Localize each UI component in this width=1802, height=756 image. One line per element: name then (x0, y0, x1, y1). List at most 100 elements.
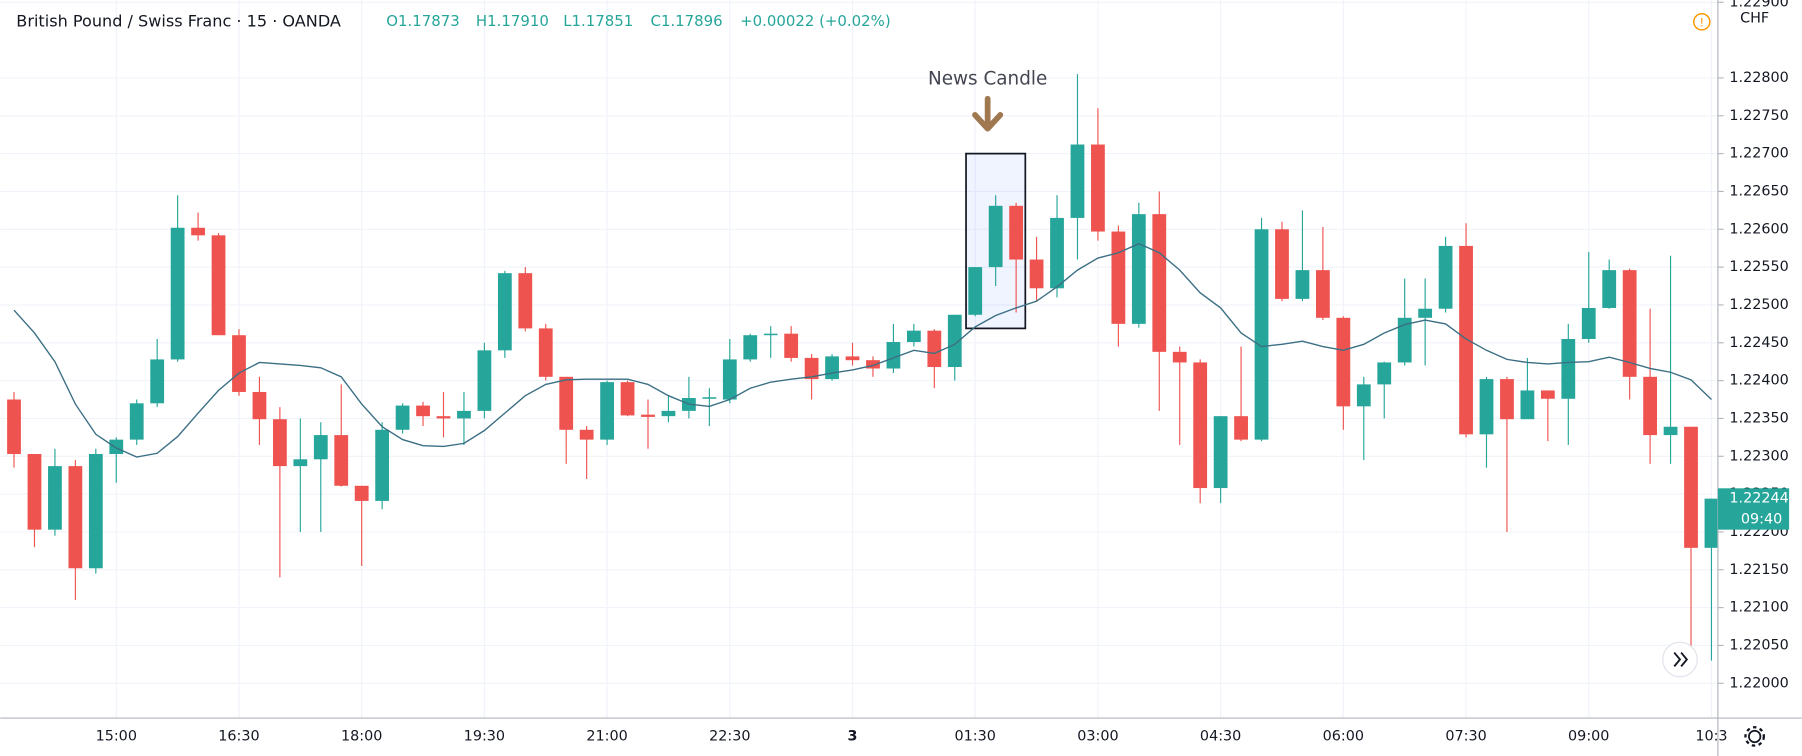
candle-body (68, 466, 83, 569)
y-tick-label: 1.22900 (1729, 0, 1788, 10)
candle-body (1111, 231, 1126, 324)
candle-body (1459, 245, 1473, 435)
candle-body (1438, 245, 1453, 309)
candle-body (763, 333, 778, 336)
candle-body (825, 356, 839, 380)
x-tick-label: 07:30 (1445, 728, 1486, 744)
candle-body (1234, 416, 1248, 440)
x-tick-label: 01:30 (955, 728, 996, 744)
x-tick-label: 21:00 (586, 728, 627, 744)
x-tick-label: 10:3 (1695, 728, 1727, 744)
candle-body (927, 330, 942, 367)
candle-body (1254, 229, 1269, 440)
y-tick-label: 1.22450 (1729, 335, 1788, 351)
candle-body (477, 350, 492, 411)
countdown-label: 09:40 (1741, 511, 1782, 527)
chart-title: British Pound / Swiss Franc · 15 · OANDA (16, 11, 341, 30)
candle-body (702, 397, 717, 399)
candle-body (1356, 384, 1371, 407)
candle-body (845, 356, 860, 361)
candle-body (968, 267, 983, 315)
candle-body (988, 205, 1003, 268)
candle-body (1704, 498, 1719, 548)
settings-gear (1748, 729, 1762, 744)
y-tick-label: 1.22800 (1729, 70, 1788, 86)
x-tick-label: 04:30 (1200, 728, 1241, 744)
settings-teeth (1744, 726, 1766, 747)
candle-body (313, 435, 328, 460)
candle-body (866, 360, 880, 369)
candle-body (457, 410, 471, 419)
candle-body (1193, 362, 1208, 489)
candle-body (334, 435, 349, 486)
x-tick-label: 18:00 (341, 728, 382, 744)
candle-body (1663, 426, 1678, 436)
alert-icon-mark: ! (1700, 15, 1705, 29)
y-tick-label: 1.22550 (1729, 259, 1788, 275)
candle-body (1315, 270, 1330, 318)
candle-body (518, 273, 533, 329)
candle-body (804, 357, 819, 380)
candle-body (722, 359, 737, 400)
candle-body (906, 330, 921, 343)
x-tick-label: 22:30 (709, 728, 750, 744)
candle-body (620, 382, 635, 416)
currency-label: CHF (1740, 10, 1769, 26)
candle-body (559, 376, 574, 430)
candle-body (1520, 390, 1535, 420)
ohlc-value: L1.17851 (563, 12, 633, 30)
candle-body (1377, 362, 1392, 385)
candle-body (416, 405, 430, 417)
y-tick-label: 1.22750 (1729, 108, 1788, 124)
candle-body (1397, 317, 1412, 363)
ohlc-value: C1.17896 (651, 12, 723, 30)
y-tick-label: 1.22500 (1729, 297, 1788, 313)
candle-body (1602, 270, 1617, 308)
countdown-tag (1717, 508, 1790, 530)
alert-icon[interactable] (1693, 13, 1711, 31)
candle-body (1500, 379, 1514, 420)
candle-body (1418, 308, 1433, 318)
candle-body (1091, 144, 1105, 232)
x-tick-label: 16:30 (218, 728, 259, 744)
x-tick-label: 15:00 (96, 728, 137, 744)
ohlc-value: H1.17910 (476, 12, 549, 30)
candle-body (293, 459, 308, 467)
candle-body (1684, 426, 1698, 548)
candle-body (1561, 338, 1576, 399)
candle-body (1540, 390, 1555, 399)
candle-body (1622, 270, 1637, 377)
candle-body (1336, 317, 1351, 407)
candle-body (1172, 351, 1187, 363)
settings-icon[interactable] (1744, 726, 1766, 747)
candle-body (1070, 144, 1085, 218)
moving-average (13, 242, 1712, 458)
annotation-label: News Candle (928, 68, 1047, 89)
last-price-label: 1.22244 (1729, 491, 1788, 507)
candle-body (252, 391, 267, 420)
candle-body (436, 416, 451, 419)
marks (7, 74, 1719, 661)
candle-body (232, 335, 246, 392)
candle-body (947, 314, 962, 367)
candle-body (1152, 214, 1167, 352)
x-tick-label: 09:00 (1568, 728, 1609, 744)
candle-body (1131, 214, 1146, 324)
candle-body (150, 359, 165, 404)
candle-body (641, 414, 655, 417)
candle-body (784, 333, 799, 358)
x-tick-label: 06:00 (1323, 728, 1364, 744)
candle-body (1581, 307, 1596, 339)
y-tick-label: 1.22400 (1729, 373, 1788, 389)
ohlc-values: O1.17873 H1.17910 L1.17851 C1.17896 +0.00022… (386, 12, 890, 30)
x-tick-label: 03:00 (1077, 728, 1118, 744)
candle-body (1050, 217, 1064, 289)
candle-body (48, 466, 62, 530)
candle-body (191, 227, 205, 236)
candle-body (129, 403, 144, 440)
candle-body (579, 429, 594, 440)
candle-body (272, 419, 287, 467)
